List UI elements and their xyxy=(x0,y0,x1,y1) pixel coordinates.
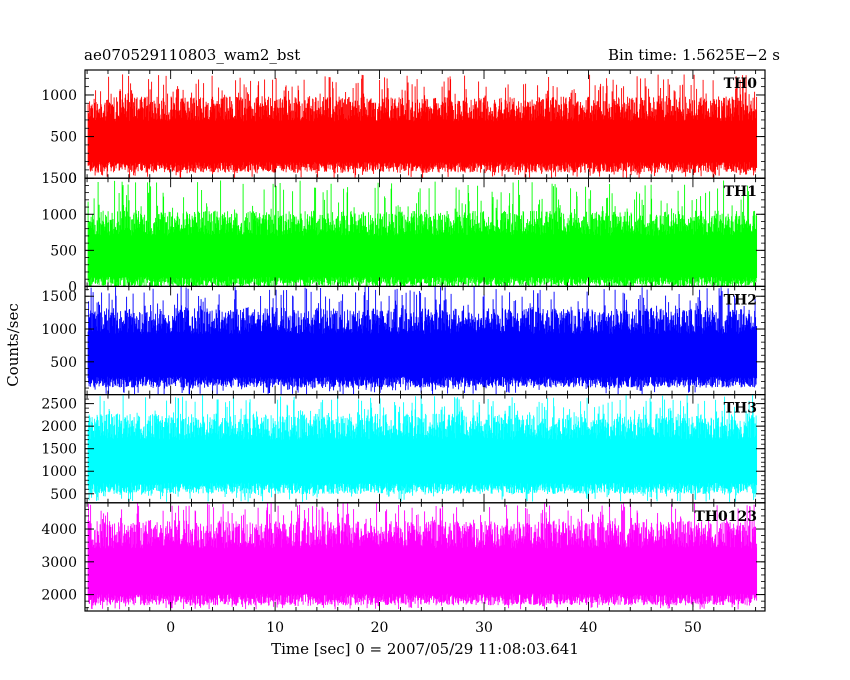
panel-th3: 500 1000 1500 2000 2500 TH3 xyxy=(41,394,766,504)
y-tick-label: 1500 xyxy=(41,289,77,305)
panel-th2: 500 1000 1500 TH2 xyxy=(41,285,766,396)
panel-th0: 0 500 1000 TH0 xyxy=(41,69,766,187)
y-tick-label: 0 xyxy=(68,279,77,295)
y-tick-label: 3000 xyxy=(41,555,77,571)
x-tick-label: 20 xyxy=(371,620,389,636)
y-tick-label: 1500 xyxy=(41,442,77,458)
x-tick-label: 40 xyxy=(580,620,598,636)
y-tick-label: 1500 xyxy=(41,171,77,187)
y-tick-label: 0 xyxy=(68,171,77,187)
series-th1 xyxy=(87,180,758,287)
y-tick-label: 4000 xyxy=(41,522,77,538)
y-tick-label: 500 xyxy=(50,130,77,146)
panel-label: TH0123 xyxy=(694,509,757,525)
y-tick-label: 500 xyxy=(50,243,77,259)
y-axis-label: Counts/sec xyxy=(4,303,22,387)
y-tick-label: 1000 xyxy=(41,207,77,223)
series-th3 xyxy=(87,394,758,502)
panel-label: TH0 xyxy=(724,76,758,92)
panel-label: TH1 xyxy=(724,184,757,200)
y-tick-label: 500 xyxy=(50,355,77,371)
y-tick-label: 2000 xyxy=(41,588,77,604)
title-right: Bin time: 1.5625E−2 s xyxy=(608,46,780,64)
series-th0 xyxy=(87,74,758,179)
y-tick-label: 500 xyxy=(50,487,77,503)
y-tick-label: 2000 xyxy=(41,419,77,435)
panel-th1: 0 500 1000 1500 TH1 xyxy=(41,171,766,295)
y-tick-label: 2500 xyxy=(41,397,77,413)
panel-label: TH3 xyxy=(724,401,757,417)
panel-frame xyxy=(84,502,766,612)
y-tick-label: 1000 xyxy=(41,322,77,338)
x-tick-label: 50 xyxy=(684,620,702,636)
panel-th0123: 2000 3000 4000 TH0123 xyxy=(41,502,766,612)
x-tick-label: 30 xyxy=(475,620,493,636)
panel-label: TH2 xyxy=(724,292,757,308)
y-tick-label: 1000 xyxy=(41,464,77,480)
title-left: ae070529110803_wam2_bst xyxy=(84,46,300,64)
y-tick-label: 1000 xyxy=(41,88,77,104)
x-axis-label: Time [sec] 0 = 2007/05/29 11:08:03.641 xyxy=(271,640,579,658)
series-th2 xyxy=(87,286,758,395)
x-tick-label: 10 xyxy=(266,620,284,636)
x-tick-label: 0 xyxy=(166,620,175,636)
series-th0123 xyxy=(87,503,758,610)
